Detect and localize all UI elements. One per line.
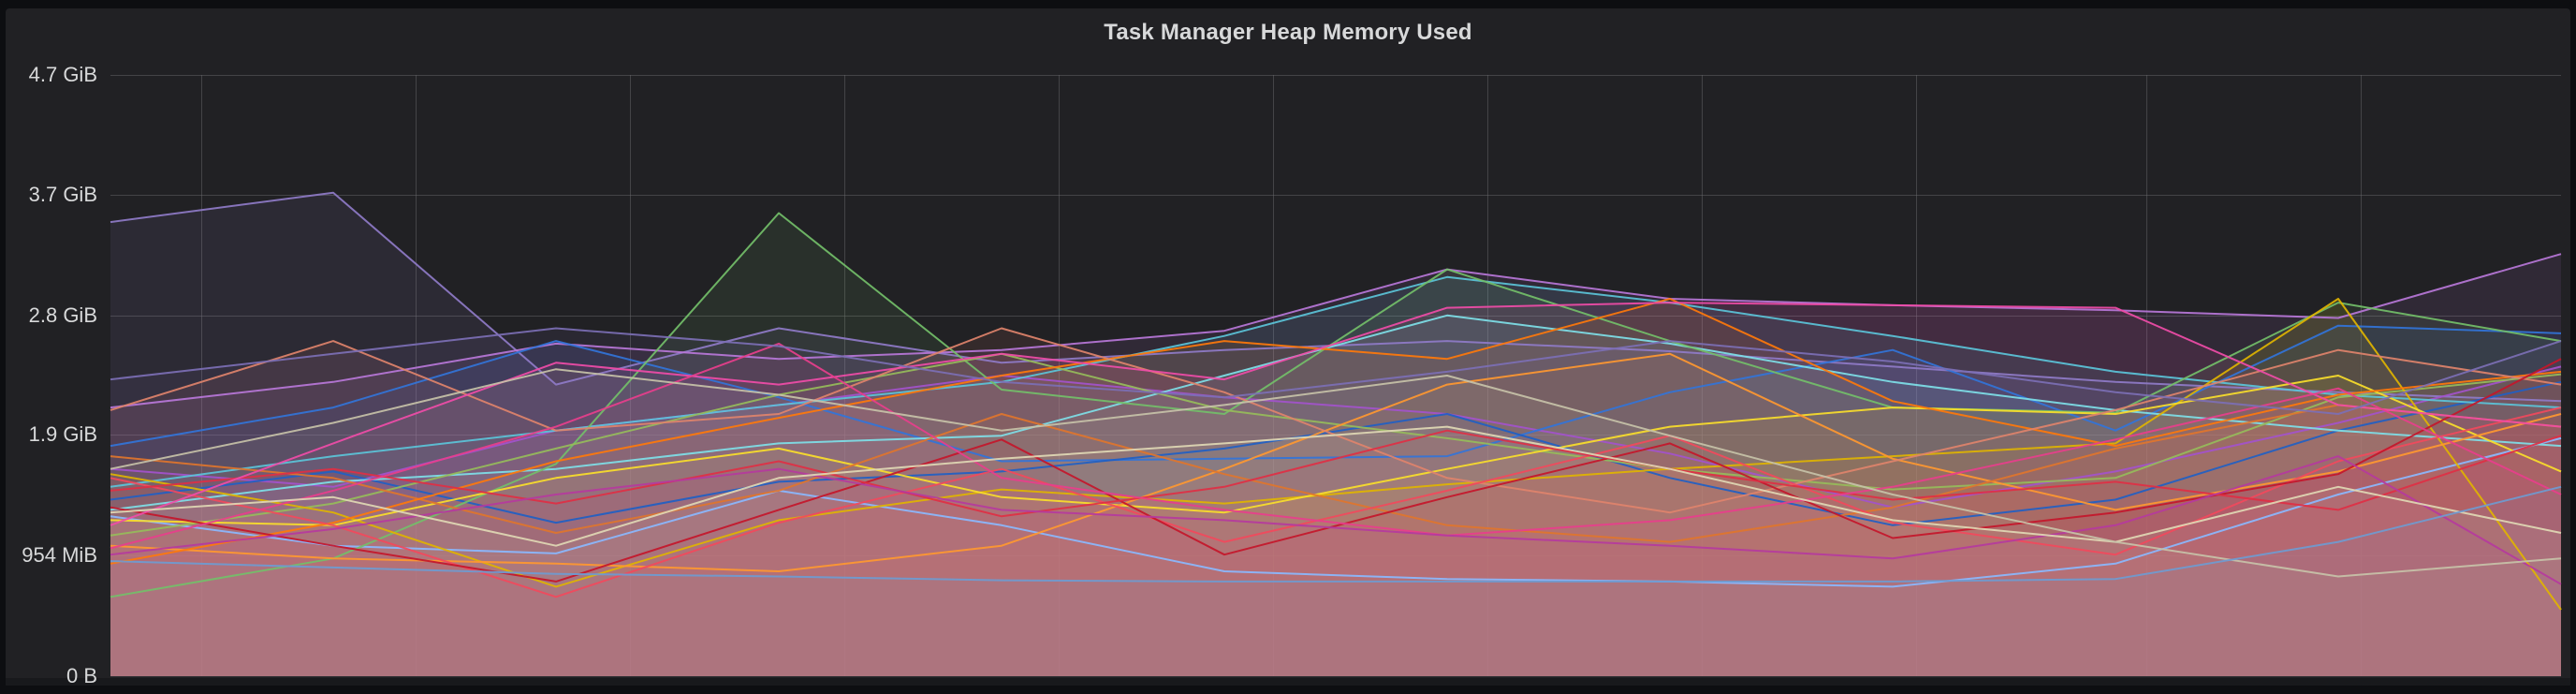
series-area xyxy=(110,343,2561,676)
series-area xyxy=(110,353,2561,676)
series-area xyxy=(110,353,2561,676)
chart-svg xyxy=(110,75,2562,677)
series-line[interactable] xyxy=(110,253,2562,409)
series-line[interactable] xyxy=(110,368,2562,578)
series-lines xyxy=(110,191,2562,611)
series-area xyxy=(110,254,2561,676)
series-area xyxy=(110,328,2561,676)
series-area xyxy=(110,359,2561,676)
y-axis-tick-label: 3.7 GiB xyxy=(28,183,97,206)
series-line[interactable] xyxy=(110,406,2562,598)
series-line[interactable] xyxy=(110,327,2562,415)
series-line[interactable] xyxy=(110,485,2562,583)
series-line[interactable] xyxy=(110,298,2562,611)
page-title: Task Manager Heap Memory Used xyxy=(1104,20,1472,45)
series-area xyxy=(110,405,2561,676)
series-line[interactable] xyxy=(110,298,2562,565)
series-line[interactable] xyxy=(110,425,2562,547)
series-area xyxy=(110,381,2561,676)
plot-area xyxy=(6,8,2570,686)
series-area xyxy=(110,437,2561,676)
series-line[interactable] xyxy=(110,302,2562,526)
series-line[interactable] xyxy=(110,429,2562,518)
series-area xyxy=(110,407,2561,676)
series-area xyxy=(110,456,2561,676)
series-line[interactable] xyxy=(110,436,2562,588)
series-area xyxy=(110,213,2561,676)
series-line[interactable] xyxy=(110,342,2562,550)
y-axis-tick-label: 1.9 GiB xyxy=(28,422,97,446)
series-line[interactable] xyxy=(110,352,2562,572)
series-line[interactable] xyxy=(110,380,2562,526)
series-line[interactable] xyxy=(110,275,2562,488)
series-line[interactable] xyxy=(110,365,2562,509)
y-axis-tick-label: 4.7 GiB xyxy=(28,63,97,86)
series-line[interactable] xyxy=(110,352,2562,537)
series-area xyxy=(110,366,2561,676)
series-area xyxy=(110,303,2561,676)
series-area xyxy=(110,328,2561,676)
series-area xyxy=(110,315,2561,676)
series-line[interactable] xyxy=(110,212,2562,598)
y-axis-tick-label: 954 MiB xyxy=(22,543,97,567)
series-line[interactable] xyxy=(110,375,2562,526)
series-line[interactable] xyxy=(110,358,2562,583)
panel-bottom-strip xyxy=(6,678,2570,686)
series-area xyxy=(110,426,2561,676)
chart-panel: Task Manager Heap Memory Used 4.7 GiB 3.7… xyxy=(6,8,2570,687)
series-line[interactable] xyxy=(110,404,2562,543)
y-axis-tick-label: 0 B xyxy=(66,664,97,687)
series-line[interactable] xyxy=(110,455,2562,585)
series-area xyxy=(110,325,2561,676)
y-axis-tick-label: 2.8 GiB xyxy=(28,303,97,327)
